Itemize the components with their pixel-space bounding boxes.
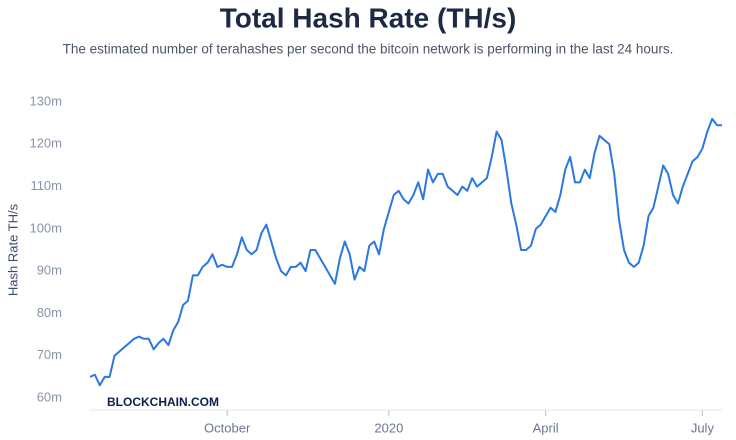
y-tick-label: 130m: [29, 93, 62, 108]
data-line: [89, 117, 722, 387]
y-tick-label: 90m: [37, 263, 62, 278]
chart-title: Total Hash Rate (TH/s): [220, 2, 517, 33]
y-tick-label: 100m: [29, 220, 62, 235]
watermark: BLOCKCHAIN.COM: [107, 395, 219, 409]
y-axis-label: Hash Rate TH/s: [5, 203, 20, 296]
chart-subtitle: The estimated number of terahashes per s…: [63, 42, 674, 57]
y-tick-label: 60m: [37, 389, 62, 404]
x-tick-label: 2020: [374, 420, 403, 435]
x-tick-label: April: [533, 420, 559, 435]
x-tick-label: October: [204, 420, 251, 435]
y-tick-label: 80m: [37, 305, 62, 320]
x-tick-label: July: [691, 420, 715, 435]
y-tick-label: 70m: [37, 347, 62, 362]
y-tick-label: 120m: [29, 136, 62, 151]
y-tick-label: 110m: [30, 178, 62, 193]
